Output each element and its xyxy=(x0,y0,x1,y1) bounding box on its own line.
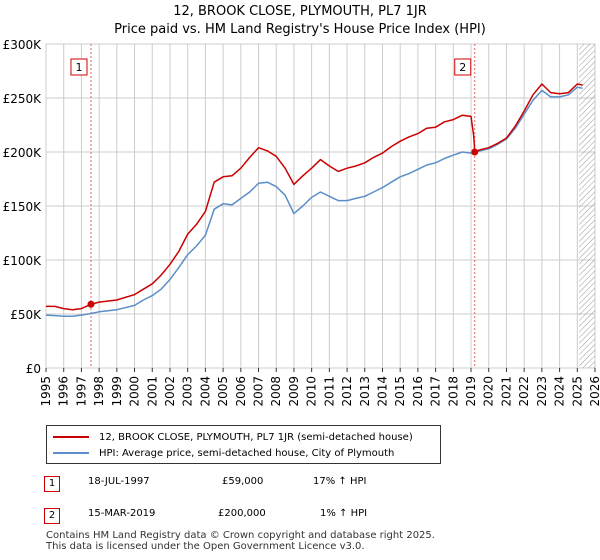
legend-label-hpi: HPI: Average price, semi-detached house,… xyxy=(99,447,395,459)
transaction-hpi: 17% ↑ HPI xyxy=(313,476,367,487)
chart-subtitle: Price paid vs. HM Land Registry's House … xyxy=(114,22,486,37)
x-tick-label: 1999 xyxy=(110,376,124,407)
y-tick-label: £0 xyxy=(26,362,41,376)
sale-point-2 xyxy=(471,148,479,156)
sale-points xyxy=(87,148,479,308)
x-tick-label: 2018 xyxy=(446,376,460,407)
x-tick-label: 2010 xyxy=(305,376,319,407)
x-tick-label: 2022 xyxy=(517,376,531,407)
transaction-number: 2 xyxy=(44,508,60,524)
y-tick-label: £300K xyxy=(3,38,43,52)
x-tick-label: 2017 xyxy=(429,376,443,407)
y-tick-label: £100K xyxy=(3,254,43,268)
x-tick-label: 2001 xyxy=(145,376,159,407)
x-tick-label: 2016 xyxy=(411,376,425,407)
y-tick-label: £50K xyxy=(10,308,42,322)
x-tick-label: 1997 xyxy=(74,376,88,407)
x-tick-label: 2011 xyxy=(322,376,336,407)
footer-licence: This data is licensed under the Open Gov… xyxy=(46,541,365,552)
forecast-hatch xyxy=(579,44,595,368)
x-tick-label: 2006 xyxy=(234,376,248,407)
x-tick-label: 2020 xyxy=(482,376,496,407)
x-tick-label: 1995 xyxy=(39,376,53,407)
grid xyxy=(45,43,596,369)
legend: 12, BROOK CLOSE, PLYMOUTH, PL7 1JR (semi… xyxy=(46,425,441,464)
transaction-number: 1 xyxy=(44,476,60,492)
legend-item-property: 12, BROOK CLOSE, PLYMOUTH, PL7 1JR (semi… xyxy=(53,429,413,445)
y-tick-label: £250K xyxy=(3,92,43,106)
x-tick-label: 2023 xyxy=(535,376,549,407)
footer-copyright: Contains HM Land Registry data © Crown c… xyxy=(46,530,435,541)
x-tick-label: 2005 xyxy=(216,376,230,407)
legend-label-property: 12, BROOK CLOSE, PLYMOUTH, PL7 1JR (semi… xyxy=(99,431,413,443)
x-tick-label: 2013 xyxy=(358,376,372,407)
x-tick-label: 2019 xyxy=(464,376,478,407)
transaction-date: 18-JUL-1997 xyxy=(88,476,150,487)
marker-box-label: 1 xyxy=(75,61,82,74)
x-tick-label: 2012 xyxy=(340,376,354,407)
series-line-property xyxy=(46,83,583,311)
series-line-hpi xyxy=(45,86,583,317)
x-tick-label: 2014 xyxy=(375,376,389,407)
x-tick-label: 2026 xyxy=(588,376,600,407)
sale-point-1 xyxy=(87,300,95,308)
chart-title: 12, BROOK CLOSE, PLYMOUTH, PL7 1JR xyxy=(173,4,427,19)
legend-swatch-hpi xyxy=(53,452,89,454)
x-tick-label: 2003 xyxy=(181,376,195,407)
x-tick-label: 1998 xyxy=(92,376,106,407)
x-tick-label: 2025 xyxy=(570,376,584,407)
x-tick-label: 2007 xyxy=(252,376,266,407)
marker-box-label: 2 xyxy=(459,61,466,74)
transaction-price: £59,000 xyxy=(222,476,264,487)
marker-box-2 xyxy=(454,58,472,76)
x-tick-label: 2015 xyxy=(393,376,407,407)
x-tick-label: 2024 xyxy=(553,376,567,407)
x-tick-label: 2004 xyxy=(198,376,212,407)
legend-item-hpi: HPI: Average price, semi-detached house,… xyxy=(53,445,394,461)
transaction-hpi: 1% ↑ HPI xyxy=(320,508,368,519)
x-tick-label: 2008 xyxy=(269,376,283,407)
x-tick-label: 2002 xyxy=(163,376,177,407)
x-tick-label: 2000 xyxy=(128,376,142,407)
series-group xyxy=(45,83,583,317)
legend-swatch-property xyxy=(53,436,89,438)
footer: Contains HM Land Registry data © Crown c… xyxy=(46,530,435,552)
transaction-date: 15-MAR-2019 xyxy=(88,508,156,519)
transaction-price: £200,000 xyxy=(218,508,266,519)
y-tick-label: £200K xyxy=(3,146,43,160)
x-tick-label: 2009 xyxy=(287,376,301,407)
marker-box-1 xyxy=(70,58,88,76)
x-tick-label: 1996 xyxy=(57,376,71,407)
y-tick-label: £150K xyxy=(3,200,43,214)
x-axis: 1995 1996 1997 1998 1999 2000 2001 2002 2003 2004… xyxy=(39,368,600,407)
x-tick-label: 2021 xyxy=(499,376,513,407)
y-axis: £0 £50K £100K £150K £200K £250K £300K xyxy=(3,38,43,376)
